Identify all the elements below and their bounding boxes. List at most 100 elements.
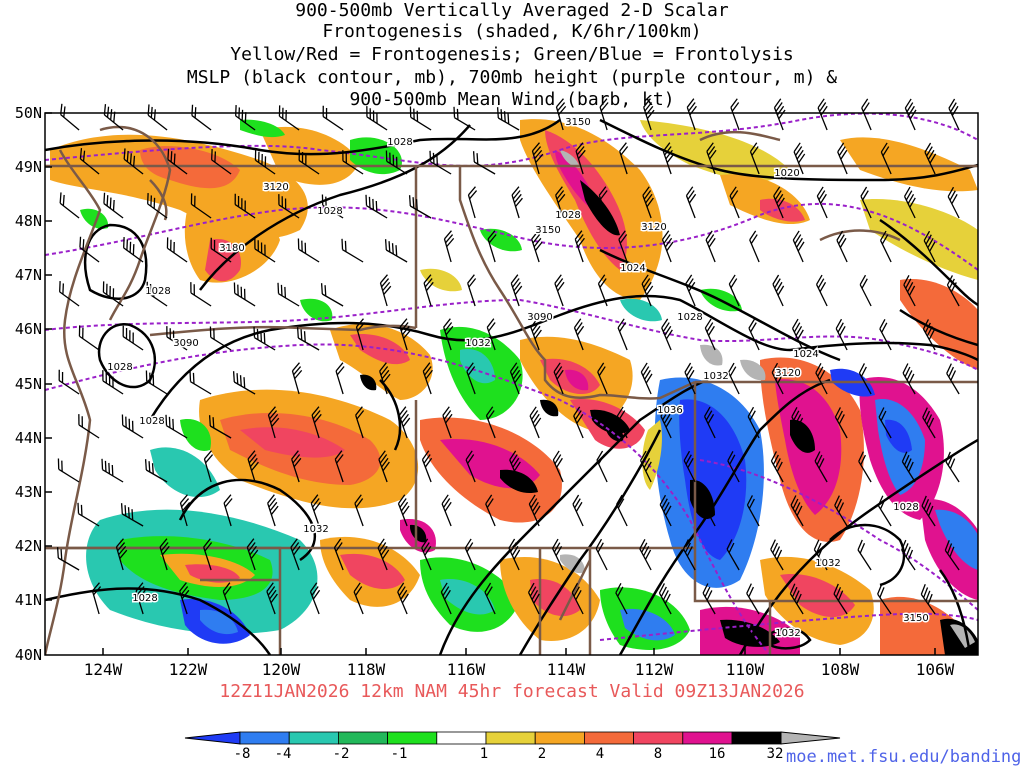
source-url: moe.met.fsu.edu/banding [786, 747, 1022, 767]
wind-barb [166, 326, 188, 351]
wind-barb [291, 362, 303, 395]
wind-barb [278, 194, 300, 219]
wind-barb [379, 274, 392, 307]
wind-barb [443, 318, 454, 351]
wind-barb [165, 414, 188, 439]
wind-barb [385, 150, 408, 175]
wind-barb [661, 230, 674, 263]
wind-barb [487, 230, 497, 263]
wind-barb [341, 238, 364, 263]
lat-label-45n: 45N [14, 375, 42, 393]
wind-barb [203, 450, 214, 483]
wind-barb [643, 98, 655, 131]
wind-barb [946, 275, 960, 307]
wind-barb [773, 186, 785, 219]
contour-label: 3180 [219, 243, 244, 254]
wind-barb [203, 538, 213, 571]
wind-barb [833, 583, 848, 615]
wind-barb [877, 583, 892, 615]
wind-barb [423, 274, 434, 307]
wind-barb [233, 282, 256, 307]
wind-barbs [56, 98, 960, 615]
mslp-contours [45, 118, 978, 655]
wind-barb [484, 582, 496, 615]
lat-label-50n: 50N [14, 104, 42, 122]
wind-barb [836, 230, 848, 263]
wind-barb [101, 458, 124, 483]
wind-barb [266, 582, 278, 615]
wind-barb [102, 370, 124, 395]
wind-barb [355, 318, 366, 351]
lon-label-106w: 106W [915, 660, 955, 679]
lat-label-40n: 40N [14, 646, 42, 664]
wind-barb [486, 318, 496, 351]
wind-barb [921, 495, 936, 527]
contour-label: 3090 [173, 338, 198, 349]
wind-barb [618, 230, 628, 263]
wind-barb [79, 236, 100, 263]
colorbar-box [239, 731, 290, 745]
wind-barb [210, 237, 232, 263]
wind-barb [429, 150, 452, 175]
wind-barb [813, 539, 828, 571]
wind-barb [789, 583, 804, 615]
wind-barb [640, 362, 653, 395]
wind-barb [485, 494, 496, 527]
colorbar-box [337, 731, 388, 745]
wind-barb [772, 274, 785, 307]
wind-barb [145, 370, 168, 395]
wind-barb [555, 98, 567, 131]
colorbar [184, 731, 841, 745]
wind-barb [379, 362, 391, 395]
contour-labels: 1028 1028 1028 1028 1028 1028 1028 1032 1032 1032… [106, 116, 930, 641]
wind-barb [816, 186, 828, 219]
wind-barb [355, 406, 365, 439]
wind-barb [617, 318, 628, 351]
colorbar-box [288, 731, 339, 745]
wind-barb [333, 538, 344, 571]
wind-barb [384, 239, 408, 263]
contour-label: 1020 [774, 168, 799, 179]
contour-label: 3150 [565, 117, 590, 128]
contour-label: 1032 [775, 628, 800, 639]
wind-barb [531, 230, 543, 263]
lon-label-120w: 120W [261, 660, 301, 679]
wind-barb [945, 451, 960, 483]
wind-barb [771, 362, 784, 395]
wind-barb [572, 494, 584, 527]
wind-barb [815, 274, 828, 307]
colorbar-arrow-left [184, 731, 241, 745]
wind-barb [421, 538, 432, 571]
wind-barb [791, 318, 804, 351]
contour-label: 3150 [903, 613, 928, 624]
contour-label: 1028 [317, 206, 342, 217]
wind-barb [277, 282, 300, 307]
lon-label-112w: 112W [634, 660, 674, 679]
colorbar-label: 32 [766, 746, 784, 762]
wind-barb [861, 98, 872, 131]
wind-barb [702, 583, 716, 615]
wind-barb [595, 538, 608, 571]
wind-barb [660, 406, 673, 439]
wind-barb [685, 274, 696, 307]
axis-ticks [45, 112, 936, 655]
contour-label: 1028 [107, 362, 132, 373]
wind-barb [311, 406, 322, 439]
wind-barb [59, 281, 80, 307]
lat-label-42n: 42N [14, 537, 42, 555]
wind-barb [211, 149, 232, 175]
wind-barb [208, 415, 232, 439]
wind-barb [191, 104, 212, 131]
lat-label-44n: 44N [14, 429, 42, 447]
colorbar-box [731, 731, 782, 745]
wind-barb [409, 106, 432, 131]
wind-barb [267, 494, 279, 527]
wind-barb [706, 142, 717, 175]
wind-barb [834, 495, 848, 527]
wind-barb [146, 281, 168, 307]
wind-barb [879, 230, 892, 263]
wind-barb [746, 583, 760, 615]
wind-barb [531, 142, 544, 175]
wind-barb [860, 186, 872, 219]
wind-barb [704, 318, 716, 351]
